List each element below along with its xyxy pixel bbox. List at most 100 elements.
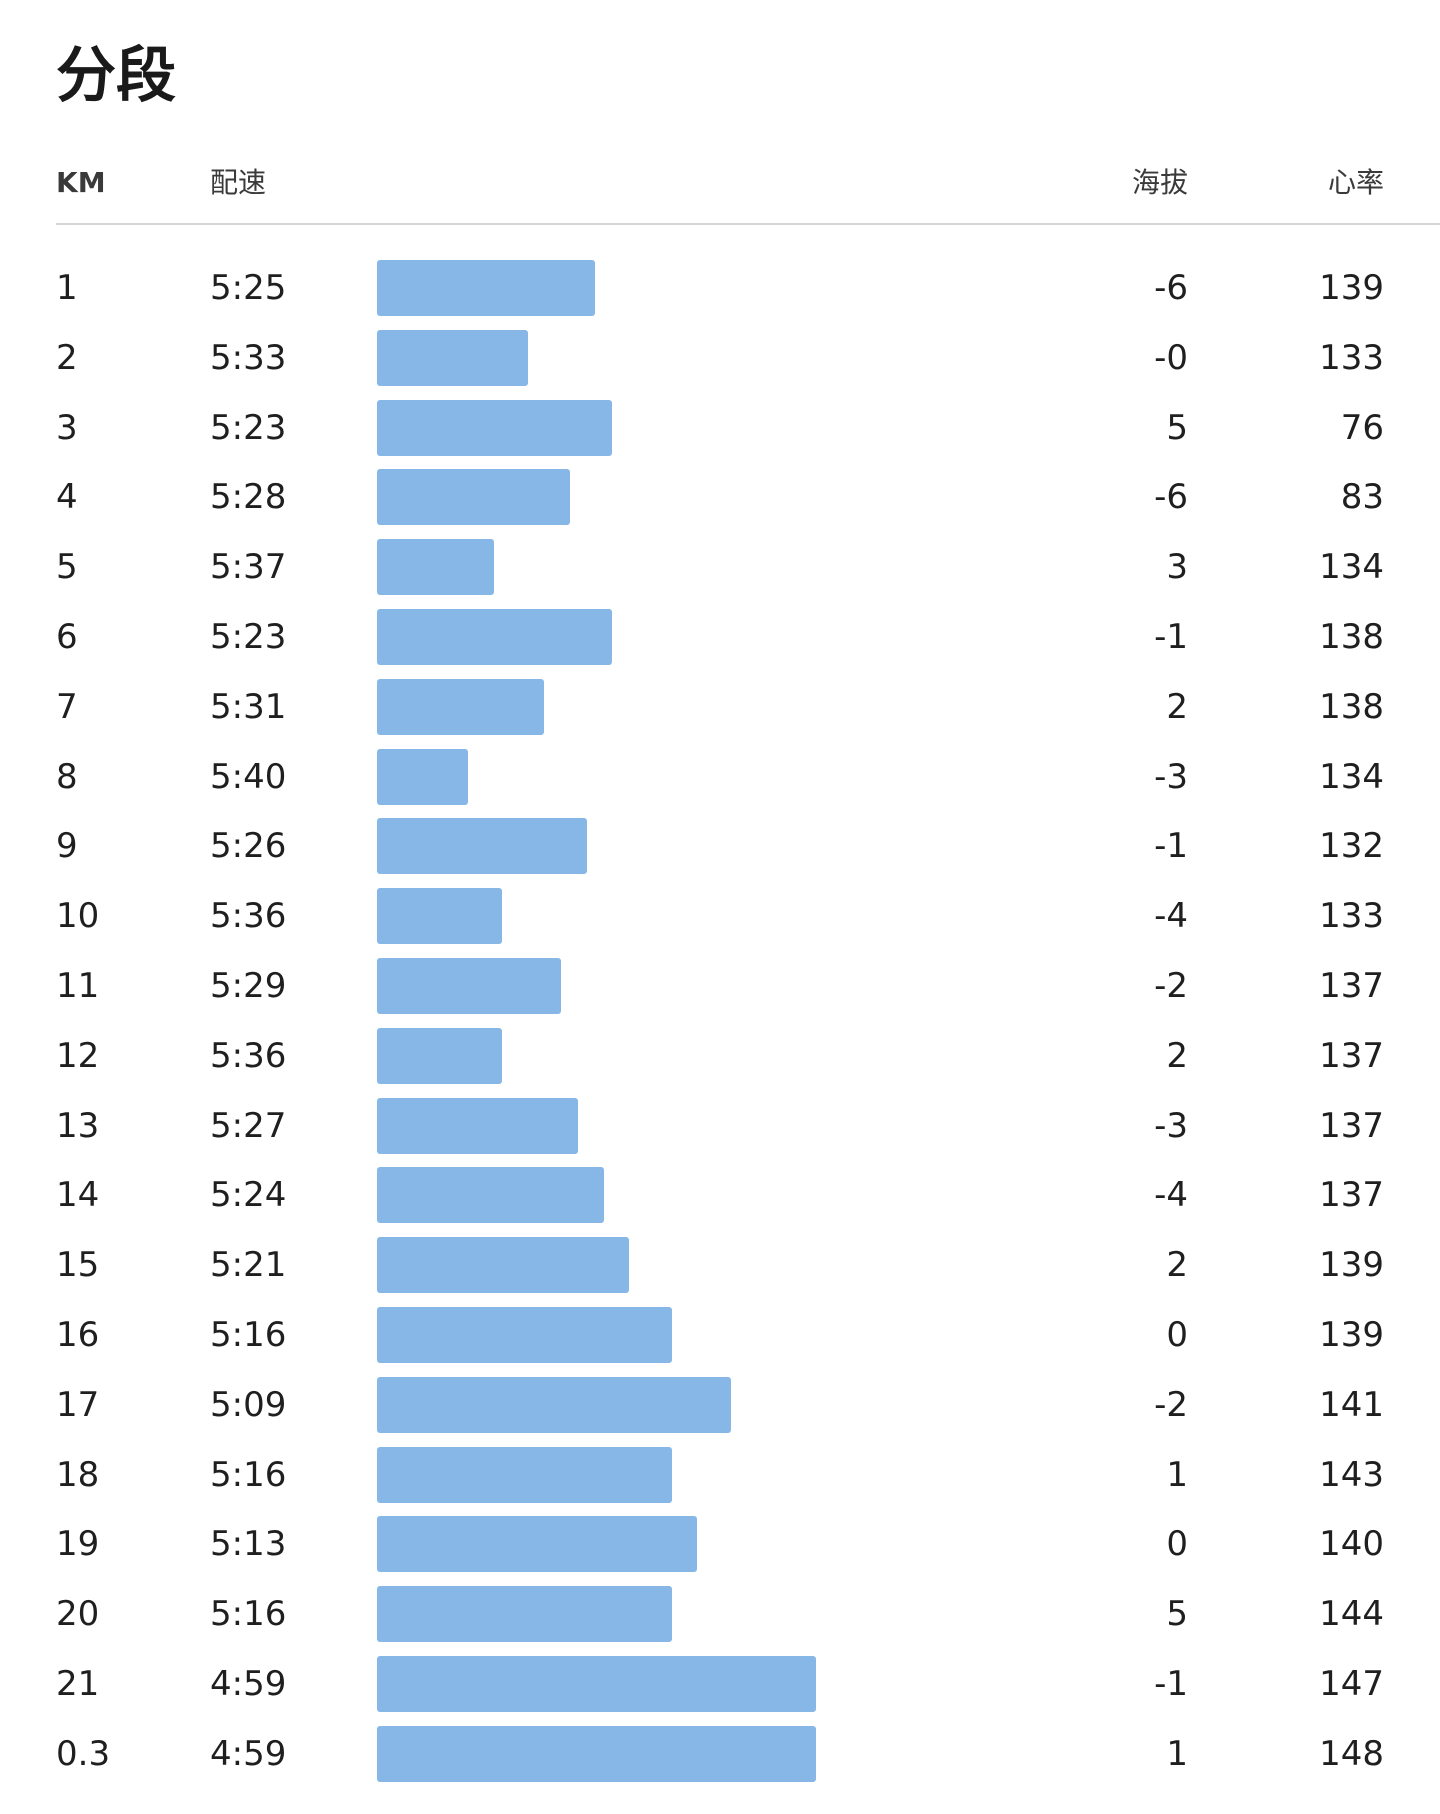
pace-bar (377, 260, 596, 316)
split-row: 13 5:27 -3 137 (0, 1097, 1440, 1168)
split-elevation: -6 (1154, 477, 1188, 518)
split-km: 3 (56, 407, 78, 448)
pace-bar (377, 748, 469, 805)
split-heart-rate: 137 (1319, 1175, 1384, 1216)
split-heart-rate: 140 (1319, 1524, 1384, 1565)
split-row: 3 5:23 5 76 (0, 399, 1440, 470)
split-row: 18 5:16 1 143 (0, 1446, 1440, 1517)
split-heart-rate: 134 (1319, 756, 1384, 797)
pace-bar (377, 1586, 672, 1643)
split-row: 9 5:26 -1 132 (0, 818, 1440, 888)
split-elevation: -2 (1154, 1384, 1188, 1425)
split-km: 6 (56, 616, 78, 657)
split-km: 1 (56, 268, 78, 308)
split-elevation: -0 (1154, 337, 1188, 378)
split-pace: 5:36 (210, 896, 287, 937)
split-km: 10 (56, 896, 100, 937)
split-pace: 5:40 (210, 756, 287, 797)
pace-bar (377, 1306, 672, 1363)
split-row: 4 5:28 -6 83 (0, 469, 1440, 539)
split-pace: 4:59 (210, 1663, 287, 1704)
split-heart-rate: 137 (1319, 1035, 1384, 1076)
split-pace: 5:24 (210, 1175, 287, 1216)
split-heart-rate: 83 (1340, 477, 1384, 518)
split-pace: 5:16 (210, 1594, 287, 1635)
split-pace: 5:37 (210, 547, 287, 588)
pace-bar (377, 818, 587, 875)
pace-bar (377, 1237, 630, 1294)
split-km: 18 (56, 1454, 100, 1495)
split-pace: 5:23 (210, 616, 287, 657)
split-pace: 5:31 (210, 686, 287, 727)
pace-bar (377, 329, 528, 386)
split-pace: 5:36 (210, 1035, 287, 1076)
page-title: 分段 (56, 41, 176, 111)
split-pace: 5:09 (210, 1384, 287, 1425)
split-heart-rate: 137 (1319, 965, 1384, 1006)
split-row: 15 5:21 2 139 (0, 1237, 1440, 1307)
split-row: 1 5:25 -6 139 (0, 260, 1440, 330)
split-heart-rate: 139 (1319, 1245, 1384, 1286)
split-km: 5 (56, 547, 78, 588)
split-elevation: 2 (1166, 686, 1188, 727)
split-heart-rate: 147 (1319, 1663, 1384, 1704)
split-row: 17 5:09 -2 141 (0, 1376, 1440, 1447)
split-km: 21 (56, 1663, 100, 1704)
split-pace: 5:21 (210, 1245, 287, 1286)
split-km: 7 (56, 686, 78, 727)
split-row: 6 5:23 -1 138 (0, 608, 1440, 679)
split-km: 2 (56, 337, 78, 378)
split-elevation: 5 (1166, 407, 1188, 448)
column-header-heart-rate: 心率 (1327, 166, 1384, 199)
split-elevation: -4 (1154, 896, 1188, 937)
split-row: 5 5:37 3 134 (0, 539, 1440, 609)
split-km: 15 (56, 1245, 100, 1286)
split-heart-rate: 148 (1319, 1733, 1384, 1774)
split-heart-rate: 133 (1319, 896, 1384, 937)
pace-bar (377, 608, 613, 665)
column-header-pace: 配速 (210, 166, 267, 199)
pace-bar (377, 1027, 502, 1084)
split-km: 14 (56, 1175, 100, 1216)
pace-bar (377, 539, 494, 596)
splits-table-header: KM 配速 海拔 心率 (0, 158, 1440, 208)
split-pace: 5:16 (210, 1314, 287, 1355)
split-km: 17 (56, 1384, 100, 1425)
split-pace: 5:26 (210, 826, 287, 867)
split-row: 20 5:16 5 144 (0, 1586, 1440, 1656)
split-heart-rate: 139 (1319, 1314, 1384, 1355)
split-heart-rate: 138 (1319, 686, 1384, 727)
split-km: 8 (56, 756, 78, 797)
split-elevation: -1 (1154, 1663, 1188, 1704)
split-elevation: 1 (1166, 1454, 1188, 1495)
pace-bar (377, 1097, 579, 1154)
pace-bar (377, 1655, 816, 1712)
split-heart-rate: 134 (1319, 547, 1384, 588)
split-elevation: -2 (1154, 965, 1188, 1006)
split-km: 11 (56, 965, 100, 1006)
pace-bar (377, 399, 613, 456)
pace-bar (377, 469, 570, 526)
split-heart-rate: 138 (1319, 616, 1384, 657)
pace-bar (377, 888, 502, 945)
split-elevation: 0 (1166, 1524, 1188, 1565)
split-row: 2 5:33 -0 133 (0, 329, 1440, 400)
column-header-km: KM (56, 166, 106, 199)
pace-bar (377, 957, 562, 1014)
split-pace: 5:33 (210, 337, 287, 378)
split-km: 0.3 (56, 1733, 111, 1774)
split-elevation: 2 (1166, 1035, 1188, 1076)
pace-bar (377, 1446, 672, 1503)
split-pace: 5:25 (210, 268, 287, 308)
split-elevation: 3 (1166, 547, 1188, 588)
pace-bar (377, 678, 545, 735)
split-heart-rate: 139 (1319, 268, 1384, 308)
split-elevation: -6 (1154, 268, 1188, 308)
split-heart-rate: 141 (1319, 1384, 1384, 1425)
split-row: 16 5:16 0 139 (0, 1306, 1440, 1377)
split-km: 20 (56, 1594, 100, 1635)
split-row: 8 5:40 -3 134 (0, 748, 1440, 819)
split-row: 0.3 4:59 1 148 (0, 1725, 1440, 1796)
split-elevation: 0 (1166, 1314, 1188, 1355)
split-row: 19 5:13 0 140 (0, 1516, 1440, 1586)
